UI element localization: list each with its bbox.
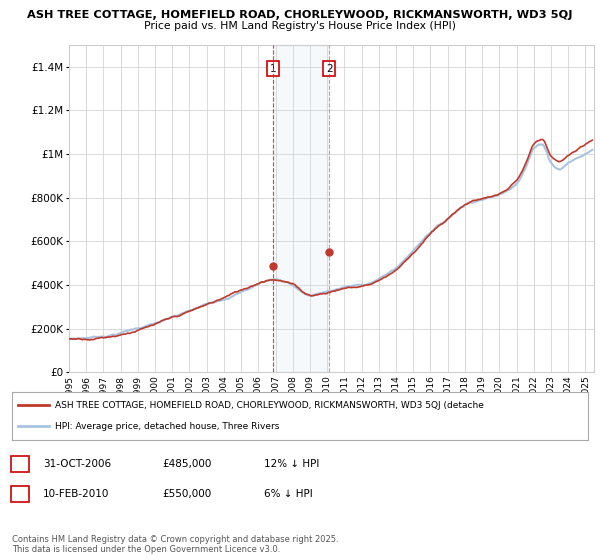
Text: 2: 2 (17, 489, 23, 499)
Text: 31-OCT-2006: 31-OCT-2006 (43, 459, 112, 469)
Text: 2: 2 (326, 64, 332, 74)
Text: HPI: Average price, detached house, Three Rivers: HPI: Average price, detached house, Thre… (55, 422, 280, 431)
Text: ASH TREE COTTAGE, HOMEFIELD ROAD, CHORLEYWOOD, RICKMANSWORTH, WD3 5QJ (detache: ASH TREE COTTAGE, HOMEFIELD ROAD, CHORLE… (55, 401, 484, 410)
Bar (272, 45, 329, 372)
Text: ASH TREE COTTAGE, HOMEFIELD ROAD, CHORLEYWOOD, RICKMANSWORTH, WD3 5QJ: ASH TREE COTTAGE, HOMEFIELD ROAD, CHORLE… (27, 10, 573, 20)
Text: Price paid vs. HM Land Registry's House Price Index (HPI): Price paid vs. HM Land Registry's House … (144, 21, 456, 31)
Text: Contains HM Land Registry data © Crown copyright and database right 2025.
This d: Contains HM Land Registry data © Crown c… (12, 535, 338, 554)
Text: 6% ↓ HPI: 6% ↓ HPI (264, 489, 313, 499)
Text: £485,000: £485,000 (162, 459, 211, 469)
Text: 1: 1 (17, 459, 23, 469)
Text: £550,000: £550,000 (162, 489, 211, 499)
Text: 10-FEB-2010: 10-FEB-2010 (43, 489, 110, 499)
Text: 1: 1 (269, 64, 276, 74)
Text: 12% ↓ HPI: 12% ↓ HPI (264, 459, 319, 469)
